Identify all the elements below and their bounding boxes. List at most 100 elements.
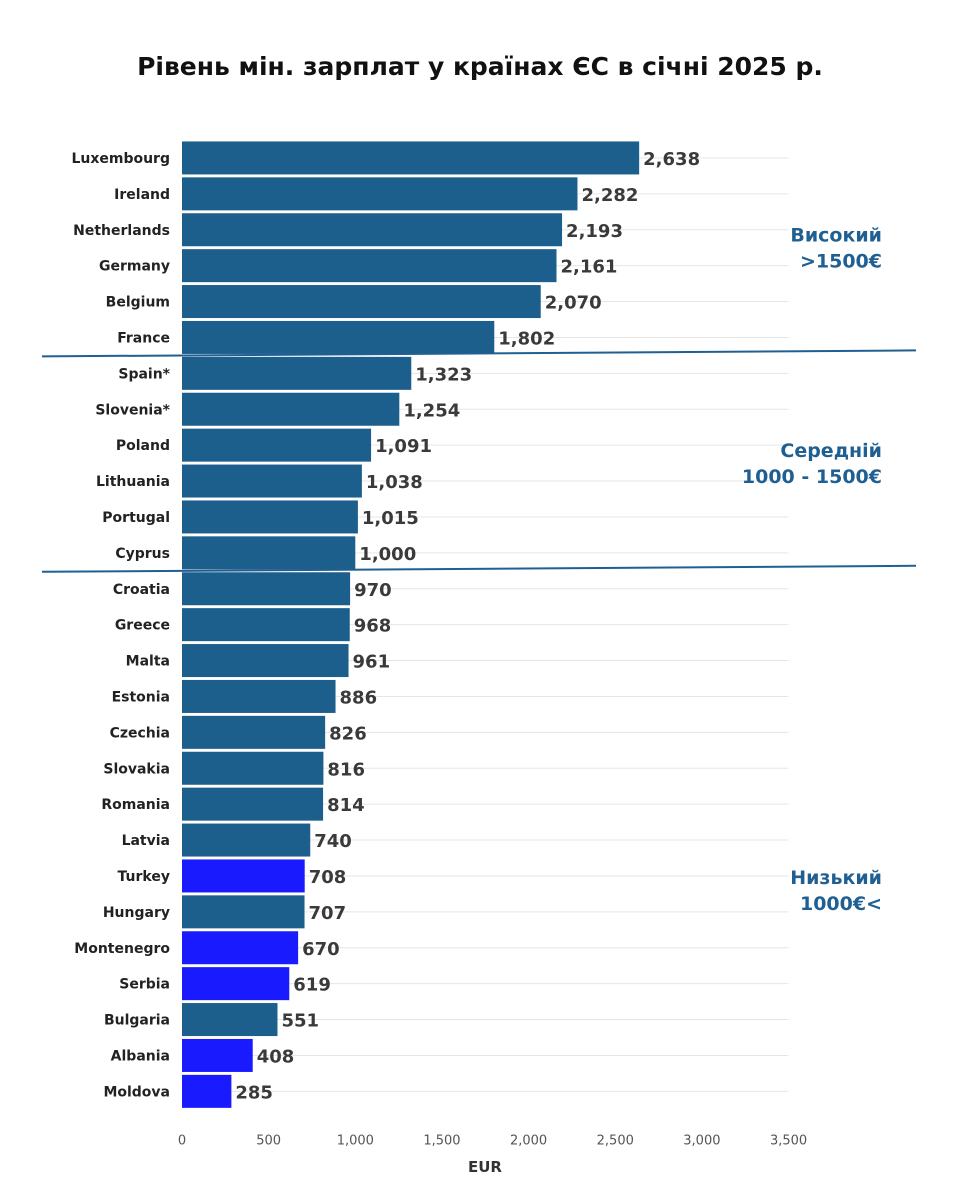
category-label: Netherlands bbox=[73, 223, 170, 239]
bar-lithuania bbox=[182, 464, 362, 498]
category-label: Turkey bbox=[118, 869, 170, 885]
category-label: Ireland bbox=[114, 187, 170, 203]
category-label: Moldova bbox=[103, 1084, 170, 1100]
bar-spain bbox=[182, 356, 412, 390]
x-tick-label: 3,500 bbox=[770, 1133, 807, 1148]
bar-czechia bbox=[182, 715, 326, 749]
band-range: >1500€ bbox=[800, 251, 882, 273]
bar-moldova bbox=[182, 1074, 232, 1108]
band-divider bbox=[41, 349, 917, 358]
category-label: Romania bbox=[101, 797, 170, 813]
category-label: Montenegro bbox=[74, 941, 170, 957]
x-tick-label: 0 bbox=[178, 1133, 186, 1148]
value-label: 551 bbox=[281, 1011, 319, 1032]
bar-croatia bbox=[182, 572, 351, 606]
x-tick-label: 500 bbox=[256, 1133, 281, 1148]
value-label: 740 bbox=[314, 831, 352, 852]
band-range: 1000€< bbox=[800, 893, 882, 915]
bar-greece bbox=[182, 608, 350, 642]
x-tick-label: 3,000 bbox=[683, 1133, 720, 1148]
value-label: 1,254 bbox=[403, 400, 460, 421]
band-label: Середній bbox=[780, 440, 882, 462]
bar-slovenia bbox=[182, 392, 400, 426]
band-dividers bbox=[41, 349, 917, 573]
value-label: 619 bbox=[293, 975, 331, 996]
bar-bulgaria bbox=[182, 1003, 278, 1037]
value-label: 816 bbox=[327, 759, 365, 780]
value-label: 2,638 bbox=[643, 149, 700, 170]
value-label: 826 bbox=[329, 723, 367, 744]
bar-montenegro bbox=[182, 931, 299, 965]
category-label: Hungary bbox=[103, 905, 170, 921]
x-axis-label: EUR bbox=[468, 1158, 502, 1176]
value-label: 408 bbox=[257, 1046, 295, 1067]
bar-germany bbox=[182, 249, 557, 283]
value-label: 1,000 bbox=[359, 544, 416, 565]
bar-turkey bbox=[182, 859, 305, 893]
value-label: 1,015 bbox=[362, 508, 419, 529]
value-label: 970 bbox=[354, 580, 392, 601]
value-label: 1,323 bbox=[415, 364, 472, 385]
value-label: 285 bbox=[235, 1082, 273, 1103]
x-axis-ticks: 0 500 1,000 1,500 2,000 2,500 3,000 3,500 bbox=[178, 1133, 807, 1148]
category-label: Spain* bbox=[118, 366, 170, 382]
category-label: Luxembourg bbox=[71, 151, 170, 167]
category-label: France bbox=[117, 330, 170, 346]
category-label: Czechia bbox=[110, 725, 170, 741]
bar-poland bbox=[182, 428, 372, 462]
value-label: 2,070 bbox=[545, 293, 602, 314]
value-label: 2,161 bbox=[561, 257, 618, 278]
bar-serbia bbox=[182, 967, 290, 1001]
bar-albania bbox=[182, 1038, 253, 1072]
x-tick-label: 2,000 bbox=[510, 1133, 547, 1148]
category-label: Poland bbox=[116, 438, 170, 454]
value-label: 1,091 bbox=[375, 436, 432, 457]
category-label: Albania bbox=[111, 1048, 170, 1064]
category-label: Slovenia* bbox=[95, 402, 170, 418]
value-label: 2,282 bbox=[581, 185, 638, 206]
bar-belgium bbox=[182, 285, 541, 319]
band-divider bbox=[41, 564, 917, 573]
value-label: 1,802 bbox=[498, 328, 555, 349]
bar-malta bbox=[182, 644, 349, 678]
x-tick-label: 2,500 bbox=[597, 1133, 634, 1148]
band-label: Високий bbox=[790, 225, 882, 247]
category-label: Croatia bbox=[113, 582, 170, 598]
bar-portugal bbox=[182, 500, 358, 534]
category-label: Serbia bbox=[119, 977, 170, 993]
bar-hungary bbox=[182, 895, 305, 929]
bar-luxembourg bbox=[182, 141, 640, 175]
value-label: 814 bbox=[327, 795, 365, 816]
x-tick-label: 1,500 bbox=[423, 1133, 460, 1148]
value-label: 2,193 bbox=[566, 221, 623, 242]
value-label: 670 bbox=[302, 939, 340, 960]
category-label: Germany bbox=[99, 259, 170, 275]
value-label: 1,038 bbox=[366, 472, 423, 493]
bar-slovakia bbox=[182, 751, 324, 785]
category-labels: Luxembourg Ireland Netherlands Germany Belgi… bbox=[71, 151, 170, 1100]
bar-estonia bbox=[182, 679, 336, 713]
bar-romania bbox=[182, 787, 324, 821]
value-label: 886 bbox=[340, 687, 378, 708]
value-label: 708 bbox=[309, 867, 347, 888]
bar-cyprus bbox=[182, 536, 356, 570]
category-label: Lithuania bbox=[96, 474, 170, 490]
category-label: Malta bbox=[126, 654, 170, 670]
bar-france bbox=[182, 320, 495, 354]
category-label: Belgium bbox=[106, 295, 170, 311]
band-range: 1000 - 1500€ bbox=[742, 466, 882, 488]
category-label: Greece bbox=[115, 618, 170, 634]
category-label: Latvia bbox=[122, 833, 170, 849]
value-label: 707 bbox=[309, 903, 347, 924]
bar-netherlands bbox=[182, 213, 563, 247]
category-label: Estonia bbox=[112, 689, 170, 705]
category-label: Slovakia bbox=[103, 761, 170, 777]
category-label: Portugal bbox=[102, 510, 170, 526]
bar-ireland bbox=[182, 177, 578, 211]
band-label: Низький bbox=[790, 867, 882, 889]
x-tick-label: 1,000 bbox=[337, 1133, 374, 1148]
value-label: 961 bbox=[353, 652, 391, 673]
value-label: 968 bbox=[354, 616, 392, 637]
